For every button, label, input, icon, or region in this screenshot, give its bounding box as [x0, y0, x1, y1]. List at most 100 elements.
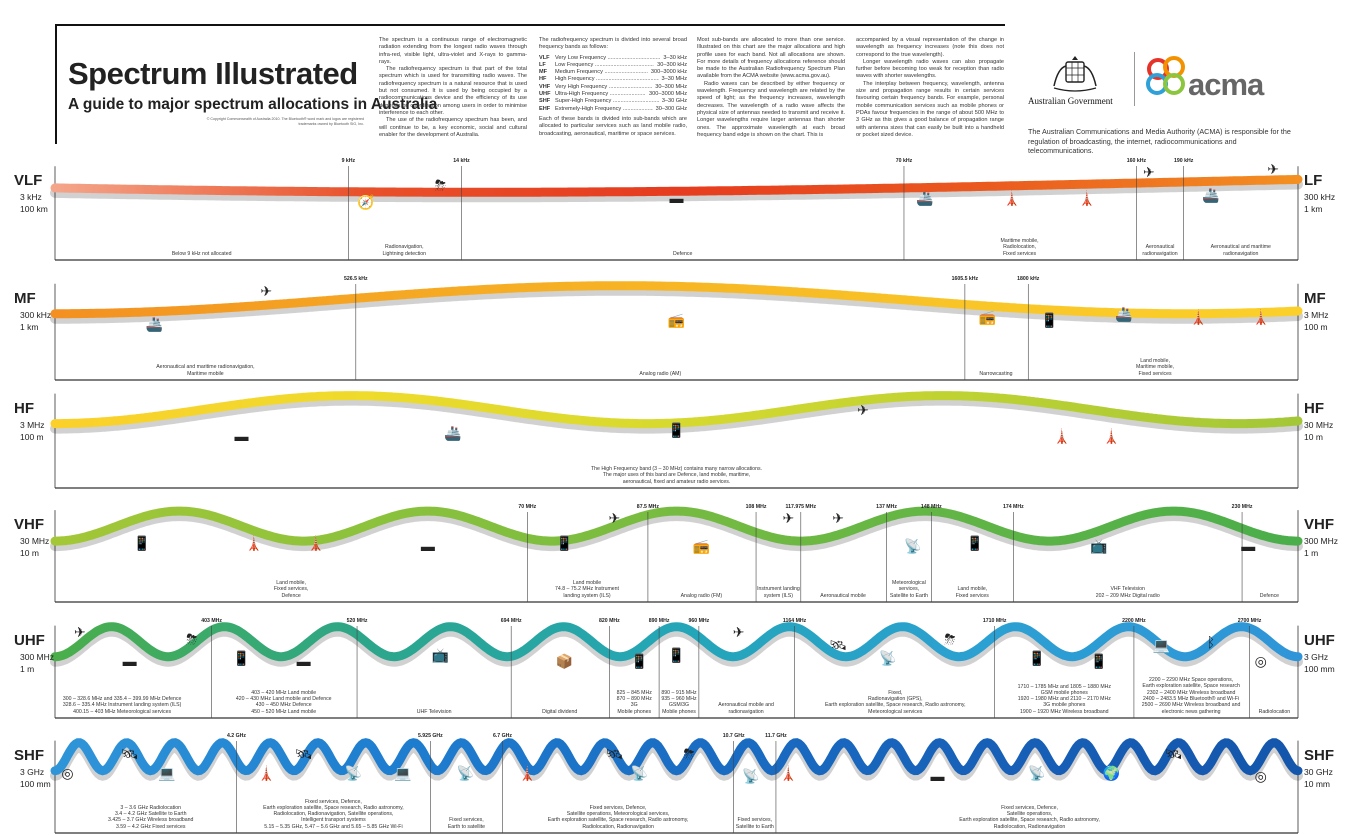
allocation-line: 1900 – 1920 MHz Wireless broadband — [1020, 708, 1109, 715]
lightning-cloud-icon: ⛈ — [683, 745, 695, 762]
frequency-marker: 148 MHz — [920, 504, 942, 510]
allocation-line: 3G mobile phones — [1043, 702, 1086, 709]
satellite-dish-icon: 📡 — [903, 538, 922, 555]
band-list-name: Low Frequency — [555, 62, 654, 69]
intro-column-4: accompanied by a visual representation o… — [856, 37, 1004, 139]
walkie-talkie-icon: 📱 — [966, 535, 984, 552]
allocation-line: 3.4 – 4.2 GHz Satellite to Earth — [114, 811, 187, 818]
allocation-line: Defence — [281, 592, 301, 599]
allocation-label: Land mobile, Fixed services, Defence — [274, 580, 309, 599]
plane-icon: ✈ — [73, 624, 86, 641]
allocation-line: 202 – 209 MHz Digital radio — [1095, 592, 1160, 599]
band-list-abbr: VLF — [539, 54, 550, 61]
frequency-marker: 520 MHz — [346, 618, 368, 624]
allocation-label: Fixed services, Defence, Satellite operat… — [959, 805, 1100, 830]
tower-icon: 🗼 — [1077, 190, 1096, 207]
walkie-talkie-icon: 📱 — [232, 649, 251, 666]
allocation-label: Aeronautical and maritime radionavigatio… — [156, 364, 254, 377]
band-wave-right: 100 m — [1304, 321, 1328, 332]
allocation-label: UHF Television — [417, 709, 452, 715]
frequency-marker: 70 kHz — [895, 158, 913, 164]
tank-icon: ▬ — [930, 767, 945, 784]
intro-paragraph: The use of the radiofrequency spectrum h… — [379, 117, 527, 138]
band-list-name: Very High Frequency — [555, 84, 652, 91]
allocation-label: Land mobile, Fixed services — [956, 586, 989, 599]
band-list-range: 30–300 MHz — [655, 83, 687, 90]
allocation-line: 450 – 520 MHz Land mobile — [251, 708, 317, 715]
allocation-line: Aeronautical mobile and — [718, 702, 774, 709]
allocation-line: aeronautical, fixed and amateur radio se… — [622, 478, 731, 485]
walkie-talkie-icon: 📱 — [667, 422, 686, 439]
laptop-icon: 💻 — [394, 764, 412, 781]
allocation-label: Below 9 kHz not allocated — [172, 251, 232, 257]
band-label-right: LF — [1304, 172, 1323, 190]
allocation-label: 2200 – 2290 MHz Space operations, Earth e… — [1142, 677, 1241, 715]
tank-icon: ▬ — [296, 652, 311, 669]
frequency-marker: 4.2 GHz — [226, 733, 246, 739]
tower-icon: 🗼 — [1053, 428, 1071, 445]
copyright-note: © Copyright Commonwealth of Australia 20… — [206, 117, 364, 126]
coat-of-arms-icon — [1053, 56, 1097, 92]
tower-icon: 🗼 — [307, 535, 325, 552]
allocation-line: Mobile phones — [662, 708, 696, 715]
intro-paragraph: Radio waves can be described by either f… — [697, 80, 845, 138]
band-wave-left: 1 km — [20, 321, 39, 332]
wave-vhf — [50, 506, 1303, 546]
allocation-line: radionavigation — [1223, 250, 1259, 257]
wave-vlf — [50, 174, 1303, 197]
allocation-label: Aeronautical mobile — [820, 593, 866, 599]
plane-icon: ✈ — [1267, 161, 1279, 178]
plane-icon: ✈ — [732, 624, 745, 641]
intro-column-1: The spectrum is a continuous range of el… — [379, 37, 527, 139]
tower-icon: 🗼 — [1251, 309, 1270, 325]
allocation-line: 3G — [630, 702, 638, 709]
allocation-line: Radionavigation, — [384, 244, 424, 251]
band-freq-left: 300 kHz — [20, 309, 52, 320]
band-label-left: HF — [14, 399, 34, 417]
allocation-line: Aeronautical mobile — [820, 592, 866, 599]
band-list: VLF Very Low Frequency3–30 kHz LF Low Frequ… — [539, 55, 687, 113]
allocation-line: Radiolocation, Radionavigation — [582, 823, 654, 830]
set-top-box-icon: 📦 — [555, 652, 574, 669]
band-freq-left: 3 MHz — [20, 419, 45, 430]
wave-shadow — [50, 285, 1303, 324]
band-wave-left: 100 m — [20, 431, 44, 442]
frequency-marker: 11.7 GHz — [765, 733, 787, 739]
allocation-line: Analog radio (FM) — [680, 592, 723, 599]
plane-icon: ✈ — [1142, 164, 1155, 181]
allocation-label: Maritime mobile, Radiolocation, Fixed serv… — [1001, 238, 1039, 257]
band-label-left: MF — [14, 289, 36, 307]
frequency-marker: 87.5 MHz — [636, 504, 660, 510]
allocation-line: 5.15 – 5.35 GHz, 5.47 – 5.6 GHz and 5.65… — [264, 823, 403, 830]
band-list-name: Extremely-High Frequency — [555, 106, 653, 113]
intro-paragraph: Each of these bands is divided into sub-… — [539, 115, 687, 137]
intro-paragraph: The radiofrequency spectrum is that part… — [379, 66, 527, 116]
wave-uhf — [50, 622, 1303, 662]
allocation-line: 300 – 328.6 MHz and 335.4 – 399.99 MHz D… — [62, 696, 182, 703]
band-wave-right: 1 km — [1304, 204, 1323, 215]
page-title: Spectrum Illustrated — [68, 56, 358, 91]
allocation-line: Meteorological — [892, 580, 926, 587]
allocation-line: Satellite to Earth — [889, 592, 928, 599]
band-wave-left: 10 m — [20, 548, 39, 559]
band-list-abbr: EHF — [539, 105, 551, 112]
allocation-line: 2302 – 2400 MHz Wireless broadband — [1146, 689, 1236, 696]
allocation-line: 74.8 – 75.2 MHz Instrument — [554, 586, 620, 593]
allocation-line: 1710 – 1785 MHz and 1805 – 1880 MHz — [1017, 683, 1112, 690]
allocation-label: Fixed services, Satellite to Earth — [736, 817, 774, 830]
allocation-line: Meteorological services — [868, 708, 923, 715]
radar-icon: ◎ — [61, 764, 74, 781]
frequency-marker: 230 MHz — [1231, 504, 1253, 510]
lightning-cloud-icon: ⛈ — [186, 630, 198, 647]
band-freq-left: 300 MHz — [20, 651, 55, 662]
ship-icon: 🚢 — [145, 315, 164, 332]
tower-icon: 🗼 — [518, 764, 537, 781]
allocation-label: Narrowcasting — [979, 371, 1012, 377]
intro-paragraph: The radiofrequency spectrum is divided i… — [539, 37, 687, 51]
radio-icon: 📻 — [978, 309, 996, 325]
band-list-row: VLF Very Low Frequency3–30 kHz — [539, 55, 687, 62]
allocation-label: 825 – 845 MHz 870 – 890 MHz 3G Mobile phone… — [617, 690, 652, 715]
allocation-line: Fixed services, Defence, — [305, 798, 362, 805]
band-wave-right: 10 mm — [1304, 778, 1330, 789]
frequency-marker: 70 MHz — [518, 504, 537, 510]
